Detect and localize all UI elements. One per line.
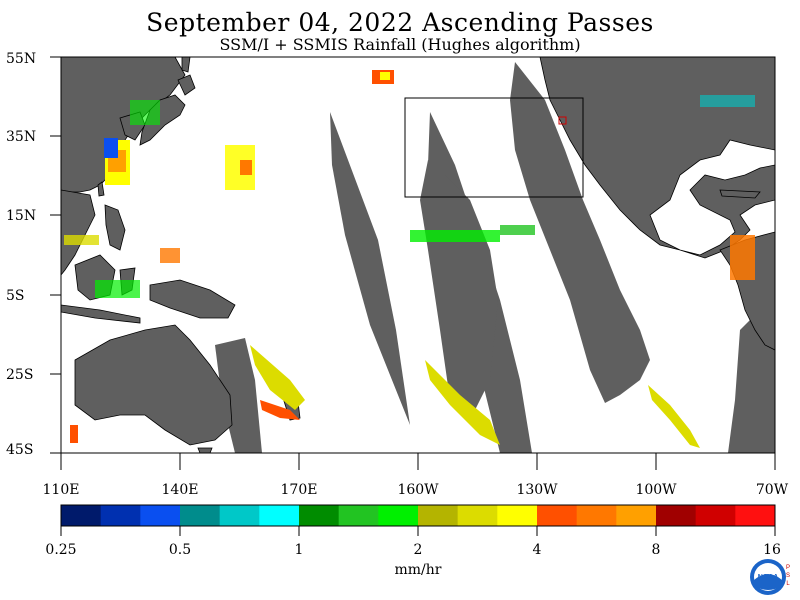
land-sakhalin — [181, 57, 191, 73]
land-australia — [74, 324, 233, 446]
lat-label-35n: 35N — [6, 129, 37, 145]
logo-side-text-3: L — [786, 581, 790, 587]
lat-label-15n: 15N — [6, 208, 37, 224]
colorbar-swatch — [180, 505, 221, 526]
land-new-guinea — [149, 279, 236, 319]
map-subtitle: SSM/I + SSMIS Rainfall (Hughes algorithm… — [219, 35, 581, 54]
land-taiwan — [97, 181, 105, 197]
colorbar-swatch — [537, 505, 578, 526]
colorbar-swatch — [100, 505, 141, 526]
region-box — [404, 97, 584, 198]
land-tasmania — [197, 447, 213, 453]
land-masses — [61, 57, 775, 453]
logo-side-text-1: P — [786, 565, 790, 571]
colorbar-swatch — [576, 505, 617, 526]
colorbar-label-2: 2 — [413, 542, 423, 558]
map-title: September 04, 2022 Ascending Passes — [146, 8, 654, 37]
map-content — [61, 57, 775, 453]
colorbar — [60, 504, 776, 536]
colorbar-swatch — [140, 505, 181, 526]
logo-side-text-2: S — [786, 573, 790, 579]
colorbar-swatch — [61, 505, 102, 526]
colorbar-label-16: 16 — [763, 542, 781, 558]
lat-label-55n: 55N — [6, 51, 37, 67]
land-cuba — [719, 189, 761, 199]
colorbar-swatch — [299, 505, 340, 526]
noaa-logo: NOAA P S L — [750, 559, 790, 595]
lon-label-140e: 140E — [161, 482, 199, 498]
lat-label-5s: 5S — [6, 288, 25, 304]
lon-label-100w: 100W — [635, 482, 677, 498]
colorbar-label-8: 8 — [651, 542, 661, 558]
land-north-america — [539, 57, 775, 259]
land-hokkaido — [177, 74, 196, 96]
land-philippines — [104, 204, 126, 251]
colorbar-label-1: 1 — [294, 542, 304, 558]
lon-label-170e: 170E — [280, 482, 318, 498]
location-marker — [558, 116, 567, 125]
land-java — [61, 304, 141, 324]
colorbar-swatch — [695, 505, 736, 526]
colorbar-swatch — [338, 505, 379, 526]
logo-text: NOAA — [758, 574, 779, 581]
lon-label-110e: 110E — [42, 482, 80, 498]
colorbar-swatch — [418, 505, 459, 526]
colorbar-swatch — [616, 505, 657, 526]
colorbar-swatch — [378, 505, 419, 526]
colorbar-swatch — [735, 505, 776, 526]
axis-ticks — [50, 56, 776, 470]
lon-label-130w: 130W — [516, 482, 558, 498]
lon-label-160w: 160W — [397, 482, 439, 498]
colorbar-label-0-5: 0.5 — [168, 542, 192, 558]
colorbar-label-0-25: 0.25 — [45, 542, 77, 558]
colorbar-swatch — [457, 505, 498, 526]
lat-label-45s: 45S — [6, 442, 34, 458]
colorbar-label-4: 4 — [532, 542, 542, 558]
lon-label-70w: 70W — [755, 482, 789, 498]
colorbar-swatch — [219, 505, 260, 526]
colorbar-swatch — [259, 505, 300, 526]
colorbar-swatch — [656, 505, 697, 526]
colorbar-units: mm/hr — [394, 562, 442, 578]
lat-label-25s: 25S — [6, 367, 34, 383]
colorbar-swatch — [497, 505, 538, 526]
rain-cells — [64, 70, 755, 448]
land-japan — [139, 94, 186, 146]
